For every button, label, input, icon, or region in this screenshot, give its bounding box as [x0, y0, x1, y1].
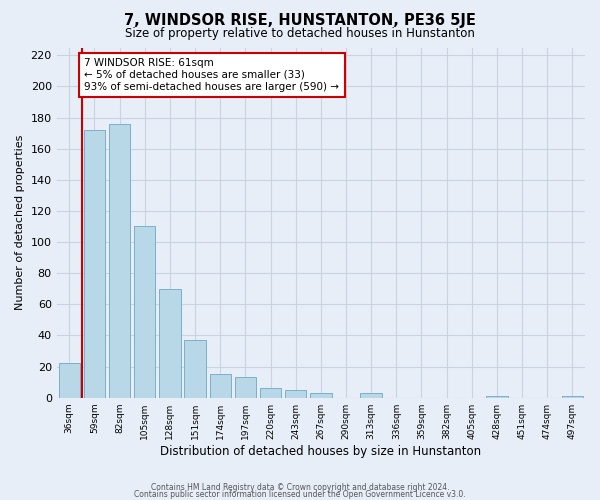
Text: Contains HM Land Registry data © Crown copyright and database right 2024.: Contains HM Land Registry data © Crown c… — [151, 484, 449, 492]
Bar — [84, 130, 105, 398]
Bar — [310, 393, 332, 398]
Bar — [260, 388, 281, 398]
Text: 7, WINDSOR RISE, HUNSTANTON, PE36 5JE: 7, WINDSOR RISE, HUNSTANTON, PE36 5JE — [124, 12, 476, 28]
Bar — [59, 364, 80, 398]
Bar — [562, 396, 583, 398]
Text: 7 WINDSOR RISE: 61sqm
← 5% of detached houses are smaller (33)
93% of semi-detac: 7 WINDSOR RISE: 61sqm ← 5% of detached h… — [85, 58, 340, 92]
Bar — [159, 289, 181, 398]
Bar — [109, 124, 130, 398]
Text: Contains public sector information licensed under the Open Government Licence v3: Contains public sector information licen… — [134, 490, 466, 499]
Bar — [361, 393, 382, 398]
Bar — [235, 378, 256, 398]
X-axis label: Distribution of detached houses by size in Hunstanton: Distribution of detached houses by size … — [160, 444, 481, 458]
Text: Size of property relative to detached houses in Hunstanton: Size of property relative to detached ho… — [125, 28, 475, 40]
Bar — [209, 374, 231, 398]
Bar — [134, 226, 155, 398]
Y-axis label: Number of detached properties: Number of detached properties — [15, 135, 25, 310]
Bar — [486, 396, 508, 398]
Bar — [184, 340, 206, 398]
Bar — [285, 390, 307, 398]
